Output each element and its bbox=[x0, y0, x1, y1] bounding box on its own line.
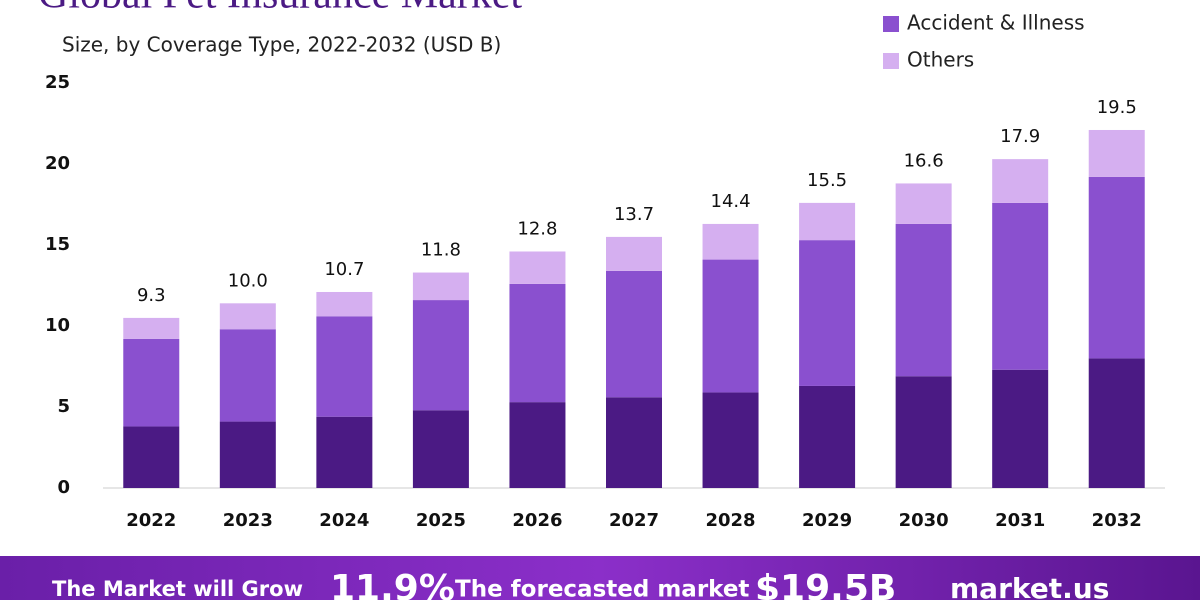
total-label: 10.7 bbox=[324, 259, 364, 280]
banner-text: The forecasted market bbox=[455, 577, 749, 601]
total-label: 17.9 bbox=[1000, 126, 1040, 147]
bar-segment bbox=[219, 329, 276, 422]
total-label: 11.8 bbox=[421, 240, 461, 261]
y-tick-label: 15 bbox=[45, 234, 70, 255]
bar-segment bbox=[702, 259, 759, 393]
x-tick-label: 2024 bbox=[319, 510, 369, 531]
x-tick-label: 2029 bbox=[802, 510, 852, 531]
banner bbox=[0, 556, 1200, 600]
legend-swatch bbox=[883, 53, 899, 69]
bar-segment bbox=[316, 291, 373, 317]
bar-segment bbox=[316, 316, 373, 417]
x-tick-label: 2031 bbox=[995, 510, 1045, 531]
x-tick-label: 2025 bbox=[416, 510, 466, 531]
bar-segment bbox=[992, 202, 1049, 370]
x-tick-label: 2030 bbox=[899, 510, 949, 531]
bar-segment bbox=[702, 223, 759, 260]
bar-segment bbox=[992, 369, 1049, 488]
total-label: 10.0 bbox=[228, 270, 268, 291]
bar-segment bbox=[1088, 176, 1145, 359]
total-label: 13.7 bbox=[614, 204, 654, 225]
bar-segment bbox=[123, 426, 180, 488]
bar-segment bbox=[895, 376, 952, 488]
legend-label: Others bbox=[907, 48, 974, 72]
bar-segment bbox=[412, 272, 469, 301]
x-tick-label: 2027 bbox=[609, 510, 659, 531]
x-tick-label: 2022 bbox=[126, 510, 176, 531]
bar-segment bbox=[606, 236, 662, 271]
legend-swatch bbox=[883, 16, 899, 32]
legend-label: Accident & Illness bbox=[907, 11, 1085, 35]
y-tick-label: 5 bbox=[57, 396, 70, 417]
bar-segment bbox=[1088, 358, 1145, 488]
bar-segment bbox=[799, 202, 856, 241]
bar-segment bbox=[606, 397, 662, 488]
total-label: 15.5 bbox=[807, 170, 847, 191]
total-label: 9.3 bbox=[137, 285, 166, 306]
y-tick-label: 20 bbox=[45, 153, 70, 174]
total-label: 14.4 bbox=[711, 191, 751, 212]
bar-segment bbox=[702, 392, 759, 488]
chart-subtitle: Size, by Coverage Type, 2022-2032 (USD B… bbox=[62, 33, 501, 57]
bar-segment bbox=[895, 223, 952, 377]
total-label: 16.6 bbox=[904, 150, 944, 171]
bar-segment bbox=[219, 421, 276, 488]
bar-segment bbox=[992, 159, 1049, 203]
bar-segment bbox=[509, 402, 566, 488]
x-tick-label: 2028 bbox=[705, 510, 755, 531]
bar-segment bbox=[799, 240, 856, 386]
bar-segment bbox=[123, 338, 180, 427]
x-tick-label: 2032 bbox=[1092, 510, 1142, 531]
total-label: 12.8 bbox=[517, 218, 557, 239]
banner-text: The Market will Grow bbox=[52, 577, 303, 600]
bar-segment bbox=[316, 416, 373, 488]
bar-segment bbox=[509, 283, 566, 403]
y-tick-label: 25 bbox=[45, 72, 70, 93]
bar-segment bbox=[1088, 129, 1145, 177]
banner-text: market.us bbox=[950, 572, 1109, 600]
banner-text: $19.5B bbox=[755, 568, 896, 600]
chart-title: Global Pet Insurance Market bbox=[38, 0, 522, 18]
bar-segment bbox=[412, 410, 469, 488]
bar-segment bbox=[219, 303, 276, 330]
bar-segment bbox=[606, 270, 662, 398]
y-tick-label: 0 bbox=[57, 477, 70, 498]
x-tick-label: 2023 bbox=[223, 510, 273, 531]
bar-segment bbox=[412, 300, 469, 411]
x-tick-label: 2026 bbox=[512, 510, 562, 531]
bar-segment bbox=[509, 251, 566, 284]
banner-text: 11.9% bbox=[330, 568, 455, 600]
total-label: 19.5 bbox=[1097, 97, 1137, 118]
bar-segment bbox=[895, 183, 952, 224]
bar-segment bbox=[799, 385, 856, 488]
y-tick-label: 10 bbox=[45, 315, 70, 336]
bar-segment bbox=[123, 317, 180, 339]
